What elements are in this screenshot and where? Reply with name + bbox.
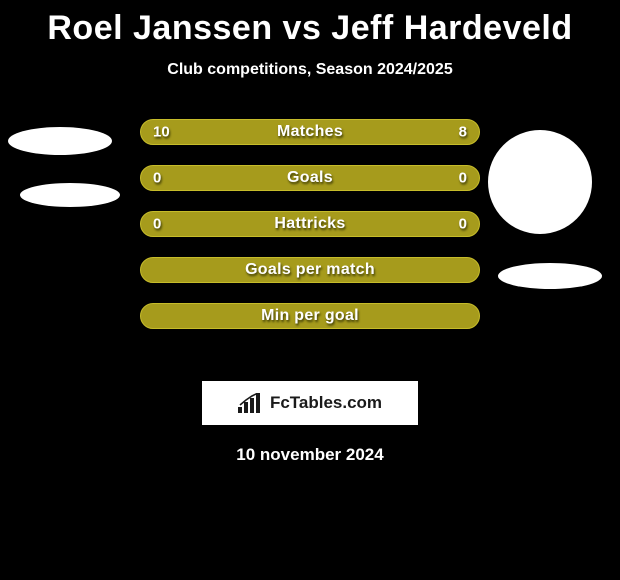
- stat-label: Hattricks: [274, 215, 345, 233]
- decoration-ellipse: [488, 130, 592, 234]
- branding-banner: FcTables.com: [202, 381, 418, 425]
- stat-row: 0 Goals 0: [140, 165, 480, 191]
- stat-label: Goals: [287, 169, 333, 187]
- stat-row: Goals per match: [140, 257, 480, 283]
- decoration-ellipse: [20, 183, 120, 207]
- stat-left-value: 10: [153, 124, 170, 141]
- stat-right-value: 0: [459, 216, 467, 233]
- page-title: Roel Janssen vs Jeff Hardeveld: [0, 0, 620, 47]
- stat-label: Min per goal: [261, 307, 359, 325]
- page-subtitle: Club competitions, Season 2024/2025: [0, 61, 620, 79]
- decoration-ellipse: [498, 263, 602, 289]
- stat-label: Goals per match: [245, 261, 375, 279]
- footer-date: 10 november 2024: [0, 445, 620, 465]
- branding-text: FcTables.com: [270, 393, 382, 413]
- stat-rows: 10 Matches 8 0 Goals 0 0 Hattricks 0 Goals per ma…: [140, 119, 480, 349]
- stat-left-value: 0: [153, 216, 161, 233]
- comparison-arena: 10 Matches 8 0 Goals 0 0 Hattricks 0 Goals per ma…: [0, 119, 620, 369]
- stat-row: Min per goal: [140, 303, 480, 329]
- stat-row: 0 Hattricks 0: [140, 211, 480, 237]
- stat-row: 10 Matches 8: [140, 119, 480, 145]
- stat-left-value: 0: [153, 170, 161, 187]
- stat-right-value: 0: [459, 170, 467, 187]
- decoration-ellipse: [8, 127, 112, 155]
- branding-icon: [238, 393, 264, 413]
- stat-right-value: 8: [459, 124, 467, 141]
- stat-label: Matches: [277, 123, 343, 141]
